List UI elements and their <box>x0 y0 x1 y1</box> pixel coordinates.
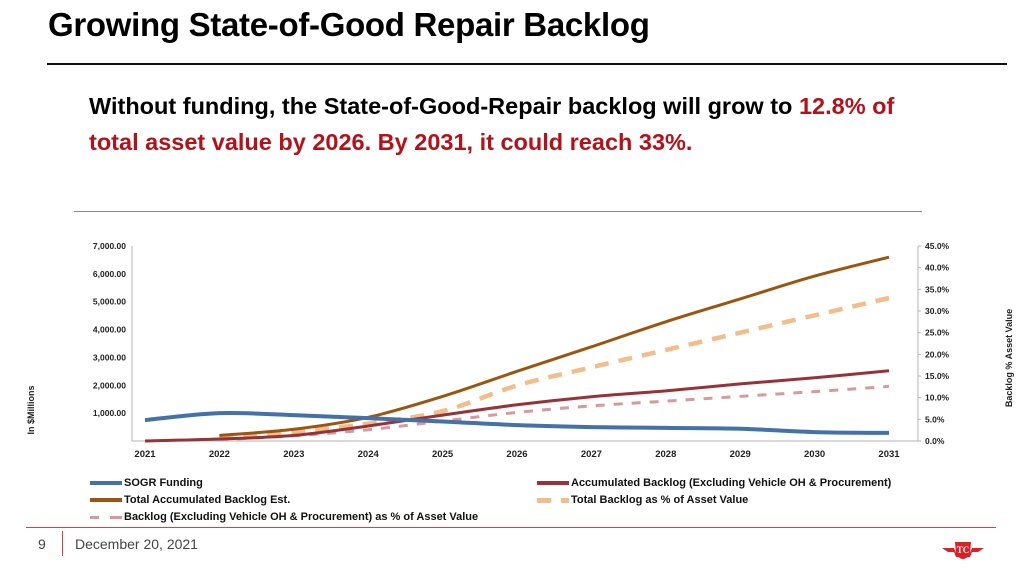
right-y-tick-label: 10.0% <box>925 393 950 403</box>
series-line-backlog-excluding-vehicle-oh-procurement-as-of-asset-value <box>219 384 890 442</box>
svg-text:TC: TC <box>957 545 970 555</box>
x-tick-label: 2031 <box>878 449 900 460</box>
headline: Without funding, the State-of-Good-Repai… <box>89 88 929 160</box>
left-y-axis-label: In $Millions <box>26 385 36 434</box>
legend-item-total-accumulated-backlog: Total Accumulated Backlog Est. <box>90 494 290 506</box>
legend-item-accumulated-backlog: Accumulated Backlog (Excluding Vehicle O… <box>537 477 891 489</box>
left-y-tick-label: 6,000.00 <box>93 269 126 279</box>
footer-separator <box>62 531 63 556</box>
ttc-logo-icon: TC <box>942 542 984 559</box>
x-tick-label: 2028 <box>655 449 676 460</box>
legend-item-total-backlog-percent: Total Backlog as % of Asset Value <box>537 494 748 506</box>
x-tick-label: 2026 <box>506 449 527 460</box>
right-y-axis-ticks: 0.0% 5.0% 10.0% 15.0% 20.0% 25.0% 30.0% 35.0% 40… <box>918 241 950 446</box>
right-y-axis-label: Backlog % Asset Value <box>1004 309 1014 407</box>
legend-item-sogr-funding: SOGR Funding <box>90 477 203 489</box>
x-axis-ticks: 2021 2022 2023 2024 2025 2026 2027 2028 2029 2030… <box>134 449 900 460</box>
right-y-tick-label: 25.0% <box>925 328 950 338</box>
left-y-axis-ticks: 1,000.00 2,000.00 3,000.00 4,000.00 5,000.00… <box>93 241 126 418</box>
x-tick-label: 2025 <box>432 449 454 460</box>
chart-series <box>144 255 890 443</box>
legend-swatch <box>90 498 122 502</box>
legend-label: Backlog (Excluding Vehicle OH & Procurem… <box>124 511 479 523</box>
legend-swatch <box>90 515 122 519</box>
backlog-chart: 1,000.00 2,000.00 3,000.00 4,000.00 5,000.00… <box>26 241 1014 460</box>
x-tick-label: 2030 <box>804 449 825 460</box>
title-divider <box>47 63 1007 65</box>
x-tick-label: 2027 <box>581 449 602 460</box>
legend-label: SOGR Funding <box>124 477 203 489</box>
x-tick-label: 2029 <box>730 449 751 460</box>
legend-label: Accumulated Backlog (Excluding Vehicle O… <box>571 477 892 489</box>
legend-swatch <box>90 481 122 485</box>
x-tick-label: 2024 <box>358 449 380 460</box>
x-tick-label: 2021 <box>134 449 156 460</box>
right-y-tick-label: 20.0% <box>925 349 950 359</box>
series-line-sogr-funding <box>144 410 890 435</box>
slide-title: Growing State-of-Good Repair Backlog <box>48 6 650 43</box>
right-y-tick-label: 5.0% <box>925 414 945 424</box>
headline-highlight: 12.8% of total asset value by 2026. By 2… <box>89 93 895 155</box>
left-y-tick-label: 4,000.00 <box>93 325 126 335</box>
x-tick-label: 2023 <box>283 449 304 460</box>
headline-text: Without funding, the State-of-Good-Repai… <box>89 93 799 119</box>
x-tick-label: 2022 <box>209 449 230 460</box>
left-y-tick-label: 1,000.00 <box>93 408 126 418</box>
headline-divider <box>74 211 922 212</box>
series-line-total-backlog-as-of-asset-value <box>219 295 890 439</box>
legend-item-backlog-excl-percent: Backlog (Excluding Vehicle OH & Procurem… <box>90 511 478 523</box>
right-y-tick-label: 0.0% <box>925 436 945 446</box>
right-y-tick-label: 15.0% <box>925 371 950 381</box>
footer-date: December 20, 2021 <box>75 536 198 552</box>
series-line-total-accumulated-backlog-est <box>219 255 890 437</box>
legend-label: Total Accumulated Backlog Est. <box>124 494 291 506</box>
legend-label: Total Backlog as % of Asset Value <box>571 494 749 506</box>
chart-axes <box>131 246 919 442</box>
footer-divider <box>26 527 996 528</box>
left-y-tick-label: 3,000.00 <box>93 352 126 362</box>
left-y-tick-label: 2,000.00 <box>93 380 126 390</box>
legend-swatch <box>537 497 569 503</box>
right-y-tick-label: 35.0% <box>925 284 950 294</box>
right-y-tick-label: 30.0% <box>925 306 950 316</box>
legend-swatch <box>537 481 569 485</box>
right-y-tick-label: 40.0% <box>925 263 950 273</box>
page-number: 9 <box>38 536 46 552</box>
right-y-tick-label: 45.0% <box>925 241 950 251</box>
left-y-tick-label: 5,000.00 <box>93 297 126 307</box>
left-y-tick-label: 7,000.00 <box>93 241 126 251</box>
